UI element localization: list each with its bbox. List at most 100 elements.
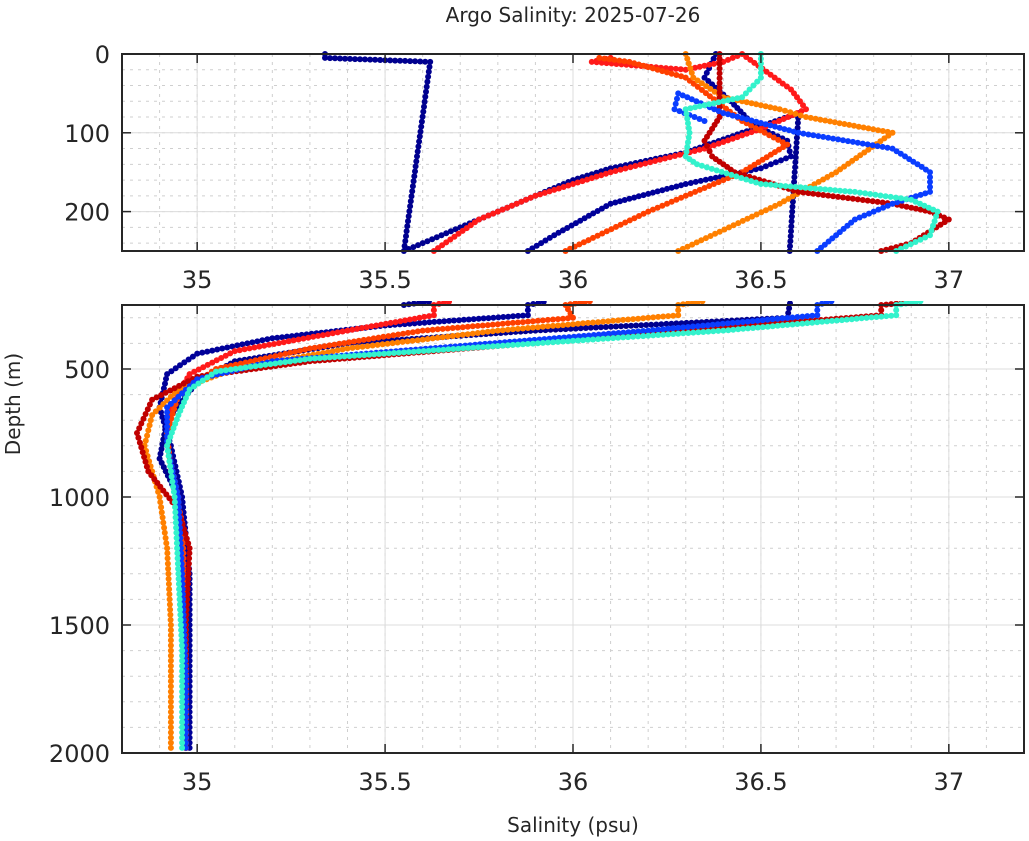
- data-point: [574, 179, 581, 186]
- data-point: [687, 65, 694, 72]
- data-point: [659, 187, 666, 194]
- data-point: [339, 346, 346, 353]
- data-point: [866, 210, 872, 217]
- data-point: [675, 90, 682, 97]
- data-point: [667, 65, 674, 72]
- data-point: [167, 719, 174, 726]
- data-point: [682, 106, 689, 113]
- data-point: [814, 307, 821, 314]
- data-point: [464, 331, 471, 338]
- data-point: [480, 214, 487, 221]
- data-point: [140, 415, 147, 422]
- data-point: [767, 205, 774, 211]
- data-point: [757, 127, 764, 134]
- data-point: [168, 368, 175, 375]
- data-point: [779, 315, 786, 322]
- data-point: [159, 514, 166, 521]
- data-point: [164, 371, 171, 378]
- data-point: [696, 103, 703, 110]
- data-point: [329, 330, 336, 337]
- data-point: [814, 319, 821, 326]
- data-point: [608, 226, 615, 233]
- data-point: [494, 343, 501, 349]
- data-point: [590, 332, 597, 338]
- data-point: [640, 333, 647, 340]
- data-point: [678, 194, 685, 201]
- data-point: [310, 333, 317, 340]
- data-point: [361, 352, 368, 359]
- data-point: [377, 57, 384, 63]
- data-point: [519, 319, 526, 326]
- data-point: [167, 400, 174, 407]
- data-point: [880, 204, 887, 211]
- data-point: [660, 331, 667, 338]
- data-point: [171, 494, 178, 500]
- data-point: [684, 55, 691, 62]
- data-point: [772, 182, 779, 189]
- data-point: [163, 540, 170, 547]
- data-point: [459, 331, 466, 338]
- data-point: [167, 688, 174, 695]
- data-point: [173, 540, 180, 547]
- data-point: [734, 319, 741, 326]
- data-point: [171, 390, 178, 397]
- data-point: [418, 118, 425, 125]
- data-point: [414, 153, 420, 160]
- data-point: [416, 138, 423, 145]
- data-point: [602, 324, 609, 330]
- data-point: [164, 404, 171, 411]
- data-point: [430, 312, 437, 319]
- data-point: [480, 315, 487, 322]
- data-point: [539, 339, 546, 346]
- data-point: [690, 329, 697, 336]
- data-point: [710, 100, 717, 107]
- data-point: [680, 330, 687, 337]
- y-tick-label: 200: [64, 199, 110, 227]
- x-tick-label: 37: [934, 768, 965, 796]
- data-point: [640, 62, 647, 69]
- data-point: [560, 322, 566, 329]
- data-point: [139, 449, 146, 456]
- data-point: [149, 412, 156, 419]
- data-point: [234, 342, 241, 349]
- data-point: [449, 333, 456, 339]
- chart-title: Argo Salinity: 2025-07-26: [446, 3, 701, 27]
- data-point: [757, 120, 764, 126]
- data-point: [799, 320, 806, 327]
- data-point: [179, 714, 186, 721]
- data-point: [648, 321, 655, 328]
- data-point: [417, 128, 424, 135]
- data-point: [474, 322, 481, 329]
- data-point: [272, 353, 279, 360]
- data-point: [384, 340, 391, 347]
- data-point: [167, 709, 174, 715]
- data-point: [169, 410, 176, 417]
- data-point: [178, 632, 185, 639]
- data-point: [144, 432, 151, 439]
- data-point: [424, 238, 431, 245]
- data-point: [675, 324, 681, 331]
- data-point: [716, 60, 723, 67]
- data-point: [524, 325, 531, 331]
- data-point: [167, 663, 174, 669]
- data-point: [678, 182, 685, 189]
- data-point: [352, 56, 358, 63]
- data-point: [529, 340, 536, 347]
- data-point: [585, 319, 591, 326]
- y-tick-label: 1000: [49, 484, 110, 512]
- data-point: [575, 337, 581, 344]
- data-point: [720, 327, 727, 334]
- data-point: [529, 324, 536, 331]
- data-point: [820, 192, 827, 198]
- data-point: [655, 326, 662, 333]
- data-point: [167, 657, 174, 664]
- data-point: [475, 315, 482, 322]
- data-point: [167, 387, 174, 394]
- data-point: [405, 218, 411, 225]
- data-point: [739, 115, 746, 121]
- data-point: [799, 313, 806, 320]
- data-point: [397, 57, 404, 64]
- data-point: [794, 321, 801, 327]
- data-point: [754, 324, 761, 331]
- data-point: [523, 196, 529, 203]
